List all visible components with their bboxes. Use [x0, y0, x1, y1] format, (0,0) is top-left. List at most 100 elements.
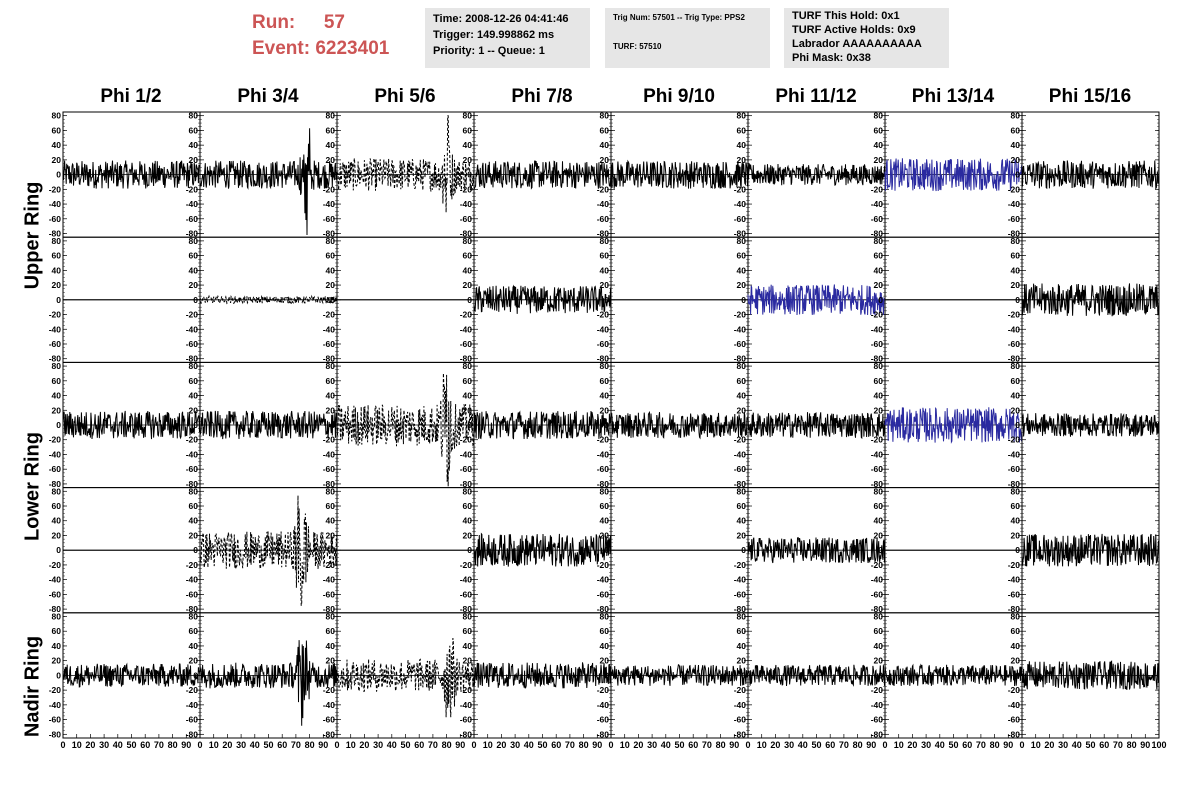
y-tick-label: -40 — [734, 324, 747, 334]
y-tick-label: 80 — [737, 236, 747, 246]
y-tick-label: -20 — [460, 310, 473, 320]
y-tick-label: 80 — [463, 611, 473, 621]
y-tick-label: 0 — [604, 170, 609, 180]
trigger-line: Trigger: 149.998862 ms — [433, 29, 555, 41]
y-tick-label: -80 — [460, 354, 473, 364]
y-tick-label: -20 — [186, 685, 199, 695]
y-tick-label: -20 — [186, 435, 199, 445]
y-tick-label: 20 — [874, 405, 884, 415]
y-tick-label: -40 — [734, 575, 747, 585]
y-tick-label: 80 — [189, 111, 199, 121]
y-tick-label: 80 — [1011, 236, 1021, 246]
y-tick-label: 40 — [737, 391, 747, 401]
y-tick-label: 0 — [878, 170, 883, 180]
y-tick-label: 60 — [737, 376, 747, 386]
x-tick-label: 70 — [1113, 740, 1123, 750]
y-tick-label: 20 — [737, 530, 747, 540]
x-tick-label: 70 — [565, 740, 575, 750]
y-tick-label: 40 — [1011, 391, 1021, 401]
y-tick-label: -20 — [186, 560, 199, 570]
waveform-trace — [884, 158, 1023, 192]
y-tick-label: 0 — [467, 170, 472, 180]
y-tick-label: -80 — [871, 729, 884, 739]
y-tick-label: -20 — [460, 560, 473, 570]
y-tick-label: 0 — [56, 170, 61, 180]
y-tick-label: -20 — [597, 685, 610, 695]
y-tick-label: 60 — [463, 501, 473, 511]
x-tick-label: 40 — [935, 740, 945, 750]
y-tick-label: -20 — [871, 560, 884, 570]
y-tick-label: 80 — [326, 361, 336, 371]
x-tick-label: 50 — [126, 740, 136, 750]
y-tick-label: -80 — [1008, 354, 1021, 364]
y-tick-label: -60 — [323, 464, 336, 474]
waveform-trace — [199, 410, 338, 440]
y-tick-label: -40 — [1008, 199, 1021, 209]
y-tick-label: 60 — [737, 251, 747, 261]
x-tick-label: 0 — [1019, 740, 1024, 750]
y-tick-label: -20 — [734, 184, 747, 194]
y-tick-label: -20 — [734, 310, 747, 320]
y-tick-label: -20 — [597, 560, 610, 570]
x-tick-label: 10 — [483, 740, 493, 750]
y-tick-label: 40 — [600, 391, 610, 401]
y-tick-label: 60 — [1011, 251, 1021, 261]
y-tick-label: -60 — [734, 715, 747, 725]
x-tick-label: 0 — [60, 740, 65, 750]
y-tick-label: -20 — [1008, 184, 1021, 194]
y-tick-label: 40 — [463, 516, 473, 526]
time-line: Time: 2008-12-26 04:41:46 — [433, 13, 569, 25]
y-tick-label: 20 — [52, 656, 62, 666]
y-tick-label: -40 — [460, 449, 473, 459]
y-tick-label: -20 — [871, 435, 884, 445]
y-tick-label: 40 — [189, 140, 199, 150]
y-tick-label: 60 — [326, 376, 336, 386]
column-header-2: Phi 3/4 — [237, 86, 299, 107]
y-tick-label: 20 — [1011, 530, 1021, 540]
column-header-3: Phi 5/6 — [374, 86, 436, 107]
y-tick-label: 20 — [1011, 656, 1021, 666]
y-tick-label: 40 — [326, 641, 336, 651]
y-tick-label: 60 — [1011, 501, 1021, 511]
y-tick-label: 0 — [330, 670, 335, 680]
waveform-trace — [1021, 283, 1160, 317]
y-tick-label: 20 — [600, 530, 610, 540]
y-tick-label: 80 — [52, 236, 62, 246]
y-tick-label: -60 — [49, 589, 62, 599]
y-tick-label: -40 — [186, 324, 199, 334]
y-tick-label: 40 — [326, 265, 336, 275]
x-tick-label: 40 — [387, 740, 397, 750]
y-tick-label: -80 — [49, 729, 62, 739]
x-tick-label: 80 — [1127, 740, 1137, 750]
y-tick-label: -80 — [186, 479, 199, 489]
event-value: 6223401 — [315, 38, 390, 59]
y-tick-label: -60 — [871, 589, 884, 599]
y-tick-label: 20 — [52, 280, 62, 290]
y-tick-label: 60 — [326, 626, 336, 636]
x-tick-label: 20 — [496, 740, 506, 750]
y-tick-label: 20 — [874, 656, 884, 666]
x-tick-label: 70 — [839, 740, 849, 750]
x-tick-label: 40 — [250, 740, 260, 750]
y-tick-label: -60 — [871, 715, 884, 725]
y-tick-label: 0 — [193, 170, 198, 180]
y-tick-label: 80 — [600, 486, 610, 496]
y-tick-label: 40 — [326, 391, 336, 401]
y-tick-label: -80 — [871, 229, 884, 239]
waveform-trace — [1021, 533, 1160, 567]
column-header-1: Phi 1/2 — [100, 86, 162, 107]
y-tick-label: 60 — [189, 626, 199, 636]
x-tick-label: 20 — [359, 740, 369, 750]
y-tick-label: 40 — [600, 641, 610, 651]
y-tick-label: 20 — [463, 405, 473, 415]
y-tick-label: 80 — [326, 611, 336, 621]
y-tick-label: 60 — [52, 501, 62, 511]
y-tick-label: -40 — [460, 324, 473, 334]
y-tick-label: -80 — [323, 604, 336, 614]
y-tick-label: -20 — [1008, 560, 1021, 570]
y-tick-label: 40 — [463, 265, 473, 275]
x-tick-label: 0 — [334, 740, 339, 750]
x-tick-label: 0 — [745, 740, 750, 750]
y-tick-label: 60 — [874, 376, 884, 386]
x-tick-label: 50 — [400, 740, 410, 750]
